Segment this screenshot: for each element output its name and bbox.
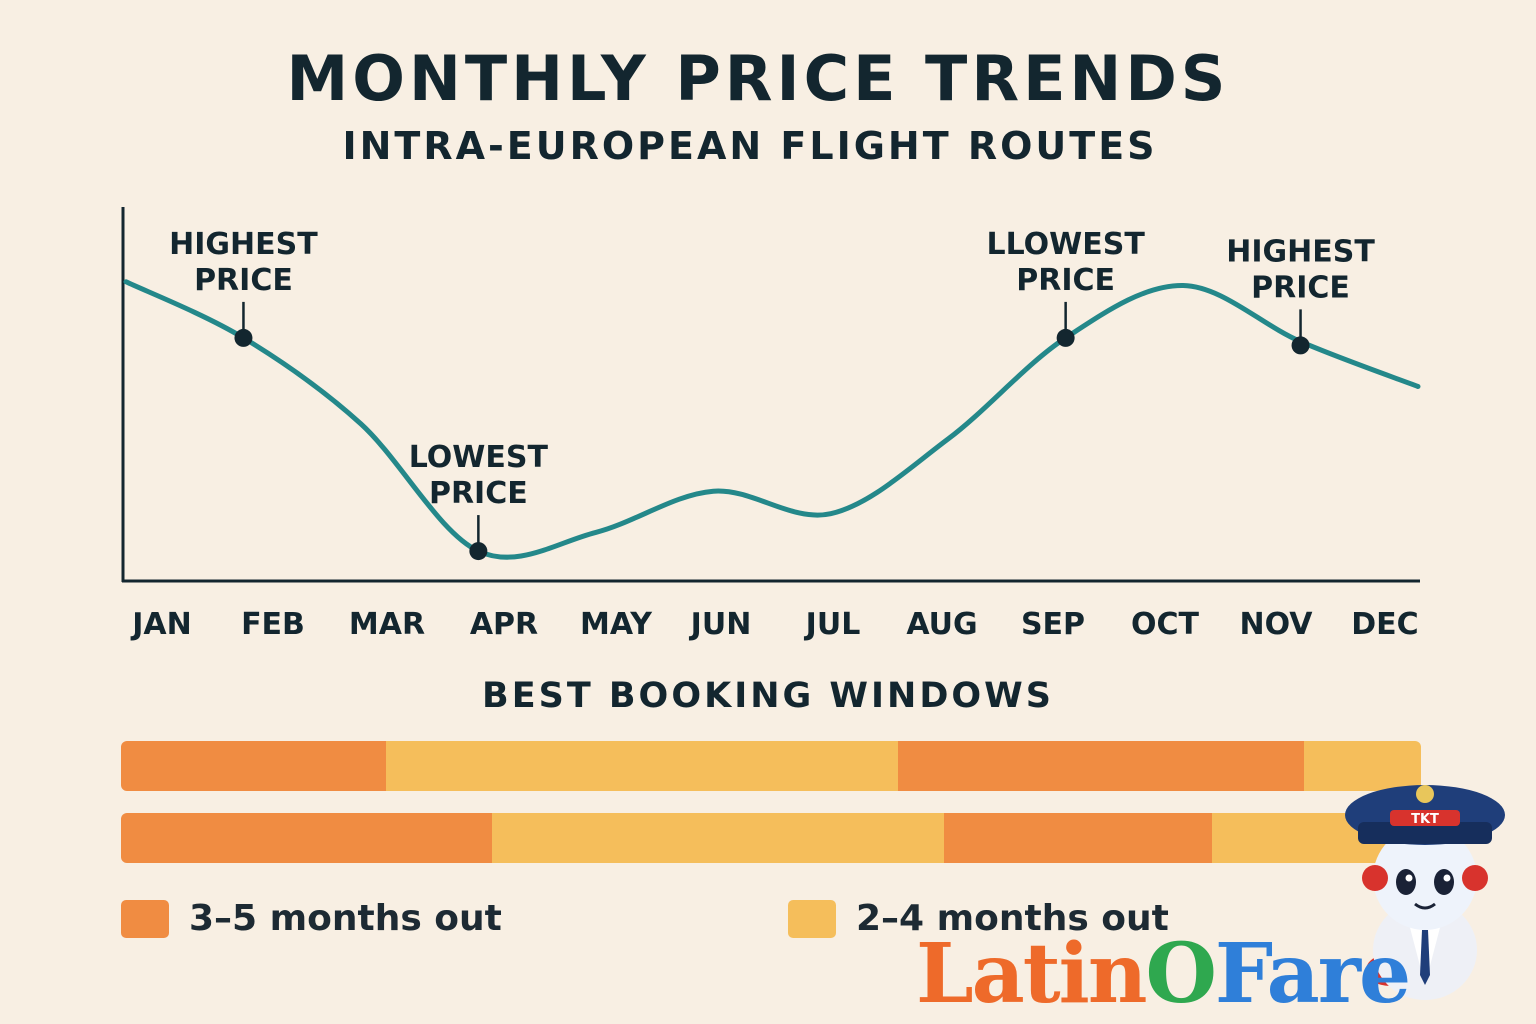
month-label-jun: JUN: [689, 607, 752, 642]
annotation-label-line: PRICE: [429, 476, 528, 511]
month-label-sep: SEP: [1021, 607, 1085, 642]
booking-segment-2-1: [121, 813, 492, 863]
brand-logo-part-1: Latin: [916, 926, 1147, 1022]
chart-subtitle: INTRA-EUROPEAN FLIGHT ROUTES: [342, 124, 1158, 168]
brand-logo-part-3: Fare: [1214, 926, 1411, 1022]
month-label-jul: JUL: [804, 607, 861, 642]
month-label-nov: NOV: [1239, 607, 1313, 642]
chart-title: MONTHLY PRICE TRENDS: [286, 42, 1230, 115]
annotation-label-line: LLOWEST: [986, 227, 1145, 262]
brand-logo: LatinOFare: [916, 926, 1411, 1022]
annotation-label-line: PRICE: [194, 263, 293, 298]
legend-swatch-3-5: [121, 899, 169, 938]
booking-window-row-1: [121, 741, 1421, 791]
legend-label-3-5: 3–5 months out: [189, 898, 502, 939]
price-series-line: [123, 279, 1421, 560]
pilot-mascot-icon: TKT: [1345, 785, 1505, 1000]
booking-segment-2-2: [491, 813, 944, 863]
price-trend-chart: HIGHESTPRICELOWESTPRICELLOWESTPRICEHIGHE…: [121, 207, 1421, 642]
booking-segment-1-1: [121, 741, 387, 791]
legend-item-2-4-months: 2–4 months out: [788, 898, 1169, 939]
annotation-point-marker: [1056, 328, 1075, 347]
legend-label-2-4: 2–4 months out: [856, 898, 1169, 939]
month-label-dec: DEC: [1351, 607, 1418, 642]
booking-windows-title: BEST BOOKING WINDOWS: [482, 676, 1054, 716]
booking-segment-1-3: [898, 741, 1304, 791]
annotation-point-marker: [469, 542, 488, 561]
mascot-cap-text: TKT: [1411, 812, 1439, 827]
booking-segment-1-4: [1303, 741, 1421, 791]
annotation-label-line: HIGHEST: [169, 227, 318, 262]
month-label-mar: MAR: [349, 607, 425, 642]
booking-segment-2-3: [943, 813, 1212, 863]
annotation-label-line: HIGHEST: [1226, 234, 1375, 269]
booking-window-row-2: [121, 813, 1421, 863]
annotation-label-line: LOWEST: [409, 440, 549, 475]
month-label-aug: AUG: [906, 607, 977, 642]
month-label-jan: JAN: [130, 607, 192, 642]
month-label-feb: FEB: [241, 607, 305, 642]
brand-logo-part-2: O: [1145, 926, 1216, 1022]
annotation-point-marker: [1291, 336, 1310, 355]
annotation-label-line: PRICE: [1016, 263, 1115, 298]
month-label-oct: OCT: [1131, 607, 1200, 642]
month-label-may: MAY: [580, 607, 653, 642]
annotation-point-marker: [234, 328, 253, 347]
booking-segment-1-2: [386, 741, 899, 791]
legend-item-3-5-months: 3–5 months out: [121, 898, 502, 939]
annotation-label-line: PRICE: [1251, 270, 1350, 305]
legend-swatch-2-4: [788, 899, 836, 938]
month-label-apr: APR: [470, 607, 538, 642]
